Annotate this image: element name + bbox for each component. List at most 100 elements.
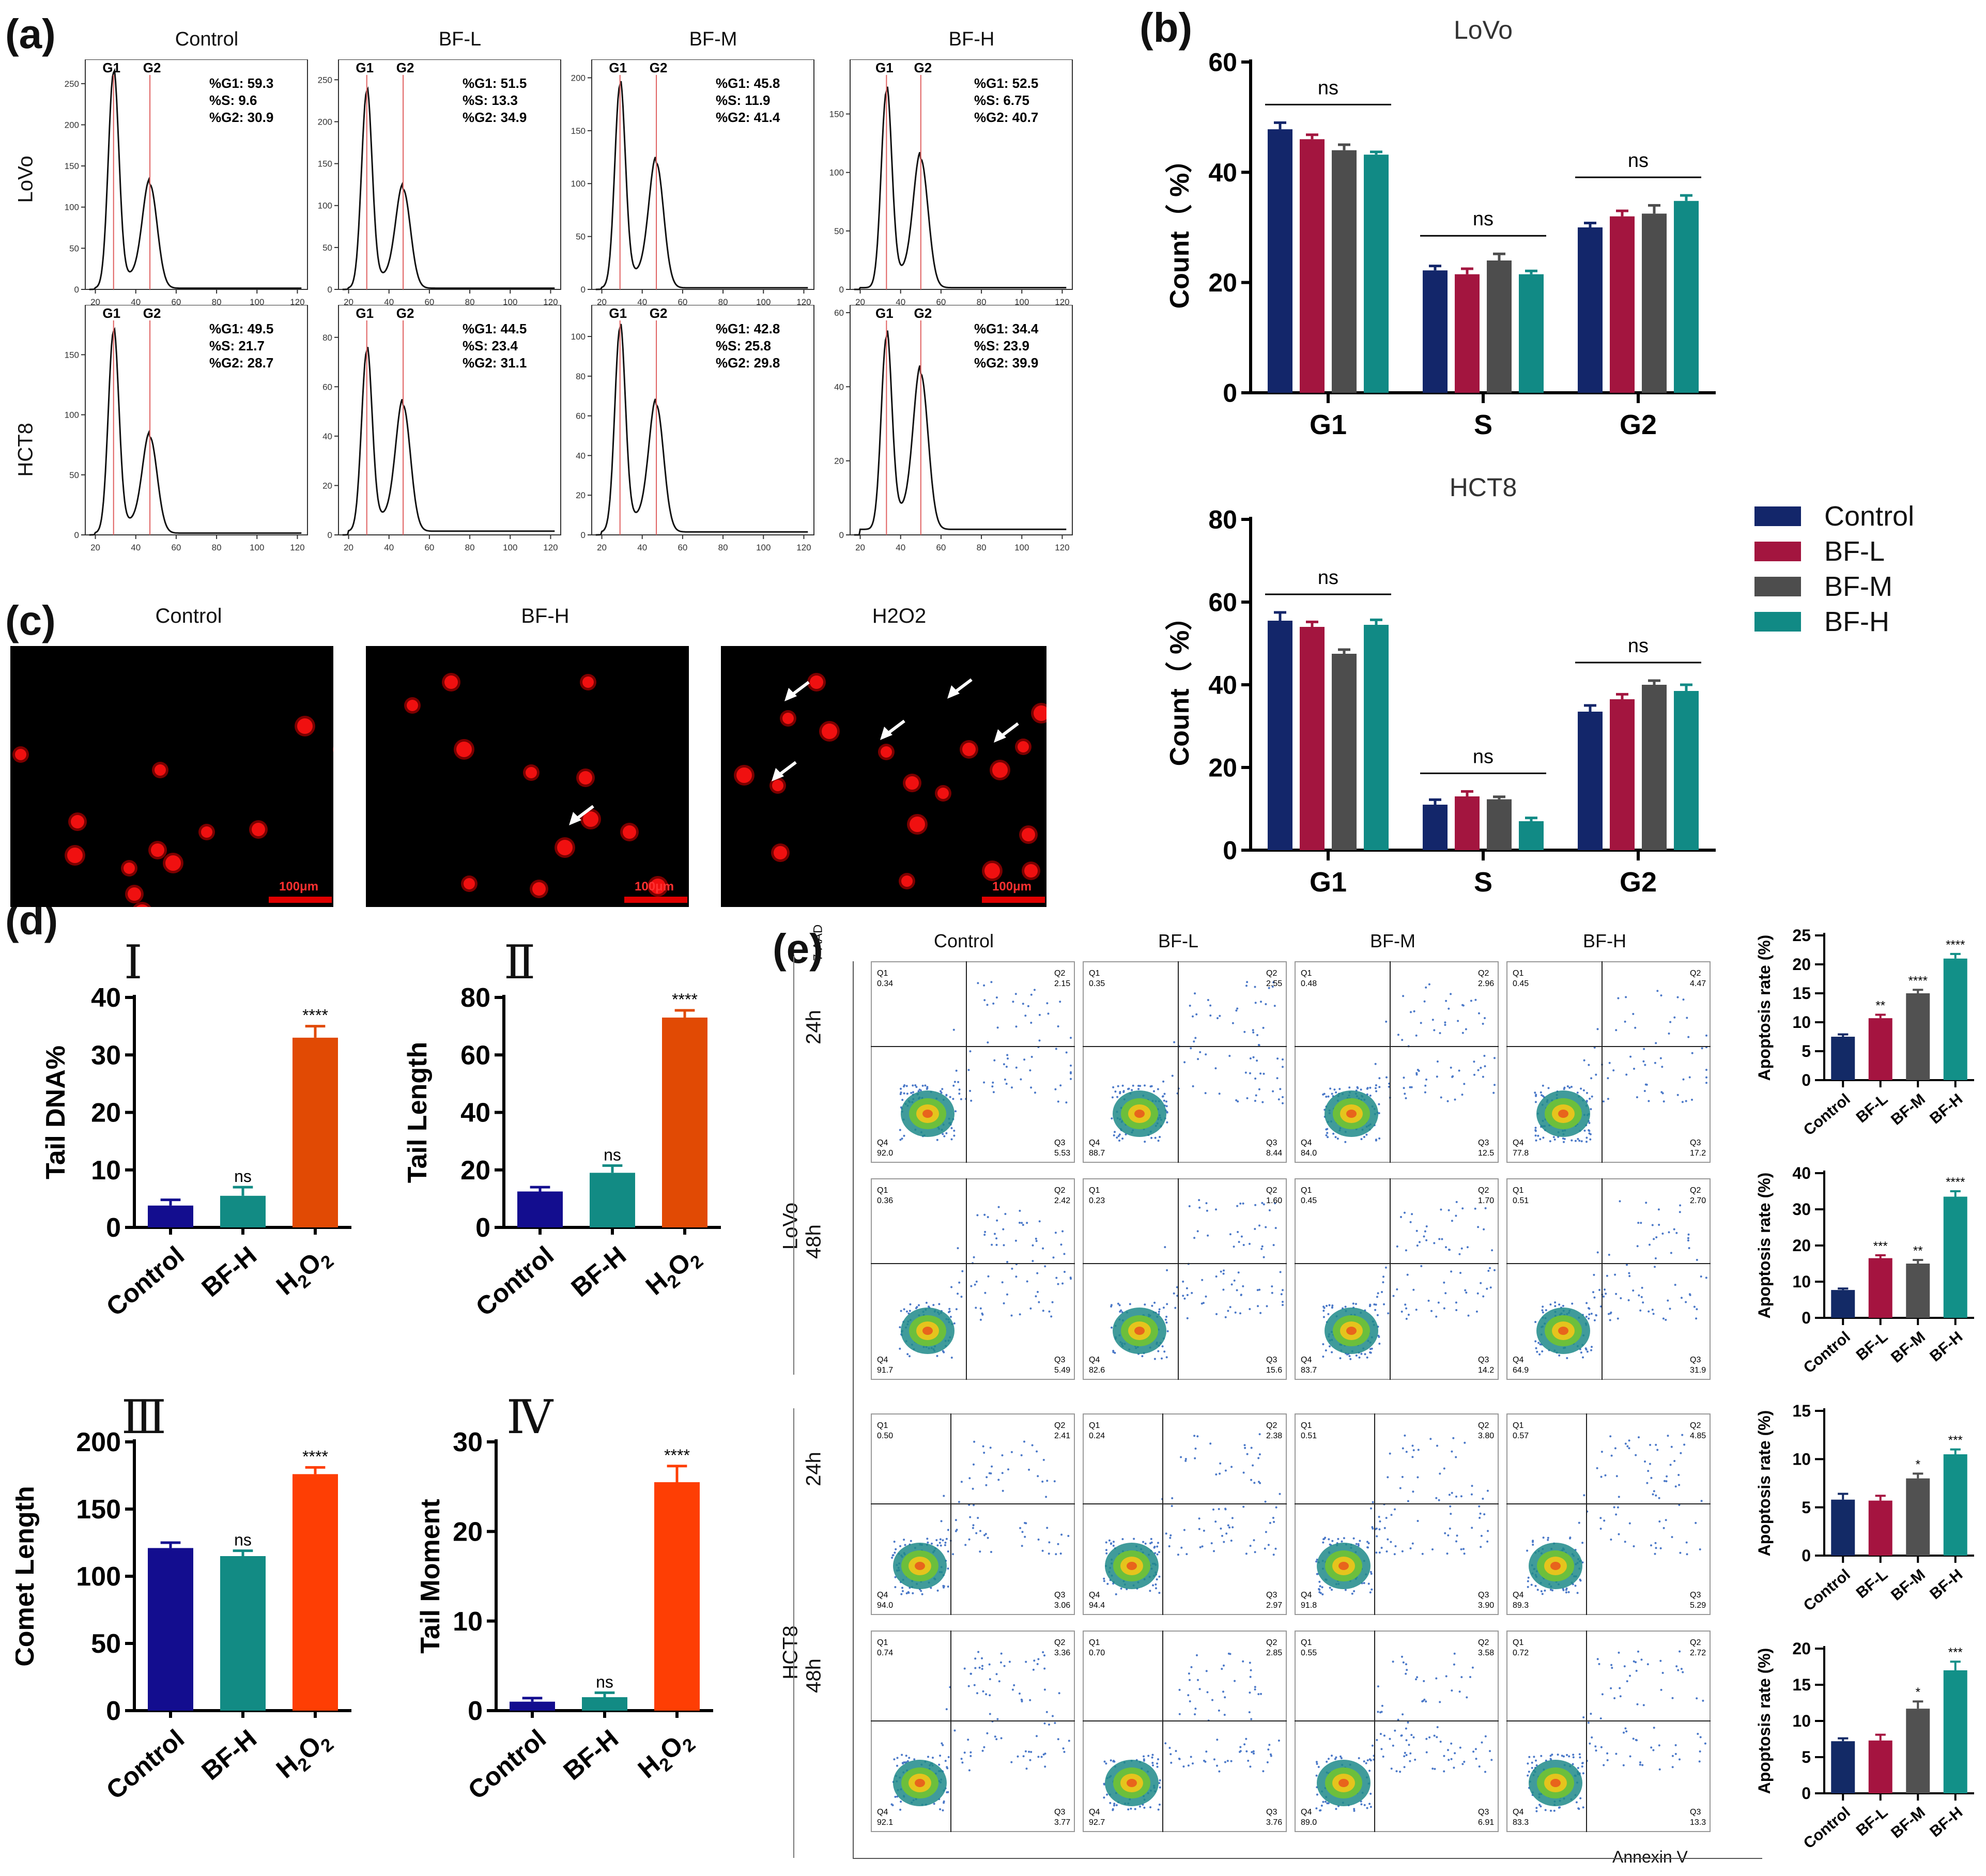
event-dot — [1674, 1752, 1677, 1755]
event-dot — [1626, 1680, 1628, 1683]
event-dot — [1164, 1246, 1166, 1249]
event-dot — [1526, 1549, 1529, 1552]
event-dot — [1424, 1230, 1426, 1233]
event-dot — [1201, 1545, 1204, 1548]
q1-value: 0.74 — [877, 1649, 893, 1657]
event-dot — [1153, 1301, 1156, 1304]
event-dot — [1272, 1554, 1275, 1556]
event-dot — [1021, 1531, 1024, 1533]
event-dot — [1224, 1761, 1226, 1763]
hist-x-tick-label: 100 — [250, 543, 264, 552]
event-dot — [1157, 1088, 1159, 1090]
event-dot — [1566, 1754, 1568, 1756]
bar-control-g2 — [1578, 227, 1603, 393]
comet-nucleus — [165, 855, 181, 871]
event-dot — [1182, 1765, 1185, 1768]
event-dot — [1216, 1739, 1219, 1741]
event-dot — [1113, 1804, 1115, 1807]
event-dot — [1186, 1317, 1189, 1319]
event-dot — [1144, 1542, 1147, 1545]
event-dot — [1425, 1078, 1427, 1081]
bar-bf-h — [590, 1173, 635, 1227]
event-dot — [1689, 1294, 1691, 1296]
event-dot — [964, 1544, 967, 1546]
event-dot — [1618, 1533, 1620, 1535]
significance-mark: * — [1916, 1457, 1920, 1471]
comet-nucleus — [1022, 828, 1035, 841]
event-dot — [1269, 1521, 1271, 1524]
event-dot — [1119, 1091, 1121, 1093]
event-dot — [1656, 990, 1659, 992]
comet-nucleus — [583, 811, 598, 827]
event-dot — [1352, 1302, 1354, 1305]
event-dot — [1253, 1539, 1255, 1542]
event-dot — [1282, 1058, 1284, 1060]
event-dot — [899, 1326, 901, 1329]
hist-stat-line: %G2: 41.4 — [716, 110, 780, 125]
q1-label: Q1 — [1513, 969, 1523, 978]
event-dot — [936, 1544, 939, 1547]
event-dot — [1576, 1091, 1579, 1094]
event-dot — [1325, 1349, 1327, 1351]
event-dot — [1245, 1552, 1248, 1555]
event-dot — [1400, 1311, 1403, 1313]
hist-y-tick-label: 80 — [576, 372, 586, 381]
event-dot — [1554, 1305, 1557, 1308]
event-dot — [1375, 1551, 1378, 1554]
hist-curve — [595, 324, 808, 536]
event-dot — [941, 1742, 943, 1745]
y-tick-label: 80 — [1208, 505, 1237, 534]
comet-nucleus — [881, 746, 892, 758]
event-dot — [1604, 1288, 1606, 1291]
hist-col-title-bfh: BF-H — [948, 28, 995, 50]
event-dot — [1649, 1443, 1652, 1446]
event-dot — [1370, 1573, 1373, 1575]
q1-value: 0.36 — [877, 1196, 893, 1205]
event-dot — [1233, 1245, 1235, 1248]
event-dot — [1373, 1303, 1376, 1305]
event-dot — [1013, 1684, 1015, 1686]
event-dot — [1198, 1206, 1201, 1209]
roman-label-1: Ⅰ — [124, 937, 143, 989]
event-dot — [921, 1593, 923, 1595]
event-dot — [1168, 1545, 1171, 1547]
event-dot — [1705, 1076, 1707, 1079]
event-dot — [1242, 1505, 1245, 1508]
event-dot — [1655, 1443, 1657, 1446]
hist-y-tick-label: 50 — [576, 232, 586, 242]
event-dot — [1589, 1742, 1591, 1745]
event-dot — [1150, 1085, 1153, 1087]
event-dot — [1424, 1091, 1426, 1094]
bar-bf-m — [1906, 1709, 1930, 1793]
event-dot — [1401, 1655, 1403, 1658]
q4-label: Q4 — [877, 1591, 888, 1600]
event-dot — [1165, 1321, 1168, 1324]
event-dot — [976, 1214, 979, 1217]
event-dot — [1322, 1541, 1325, 1544]
event-dot — [1108, 1539, 1111, 1542]
event-dot — [1484, 1065, 1486, 1068]
event-dot — [1608, 1254, 1610, 1256]
bar-control — [148, 1205, 193, 1227]
event-dot — [1592, 1291, 1594, 1294]
event-dot — [921, 1084, 924, 1087]
event-dot — [1622, 1764, 1625, 1766]
event-dot — [988, 1663, 991, 1666]
q3-value: 5.29 — [1690, 1601, 1706, 1610]
event-dot — [1169, 1753, 1172, 1756]
event-dot — [1042, 1458, 1045, 1461]
event-dot — [1224, 1316, 1227, 1318]
q2-value: 2.70 — [1690, 1196, 1706, 1205]
event-dot — [1254, 986, 1256, 988]
event-dot — [1598, 1663, 1600, 1665]
event-dot — [1535, 1807, 1538, 1809]
event-dot — [1594, 1745, 1597, 1748]
event-dot — [1675, 1665, 1678, 1668]
event-dot — [1457, 1020, 1459, 1022]
event-dot — [1006, 1293, 1008, 1296]
event-dot — [1230, 1760, 1233, 1762]
event-dot — [1674, 1744, 1677, 1746]
event-dot — [1527, 1580, 1529, 1582]
